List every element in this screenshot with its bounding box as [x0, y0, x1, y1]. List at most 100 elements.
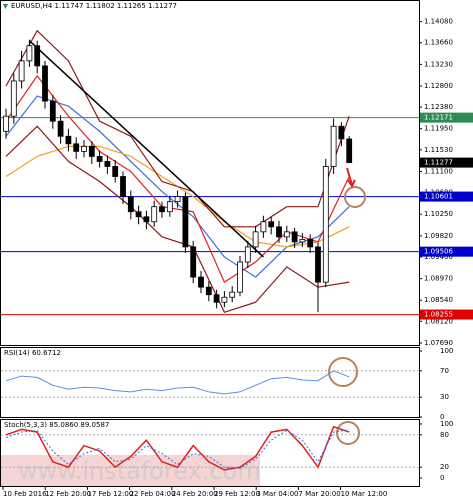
- candle-body: [73, 143, 80, 152]
- chart-title: EURUSD,H4 1.11747 1.11802 1.11265 1.1127…: [11, 2, 177, 10]
- candle-body: [182, 196, 189, 248]
- candle-body: [104, 161, 111, 167]
- stoch-line: [5, 429, 350, 469]
- main-frame: [0, 0, 420, 346]
- x-tick-label: 24 Feb 20:00: [172, 490, 218, 498]
- candle-body: [299, 238, 306, 243]
- y-tick-label: 1.11100: [424, 167, 453, 175]
- indicator-line: [5, 125, 350, 314]
- candle-body: [268, 221, 275, 228]
- y-tick-label: 0: [440, 413, 444, 421]
- rsi-title: RSI(14) 60.6712: [4, 349, 61, 357]
- y-tick-label: 1.09820: [424, 232, 453, 240]
- x-tick-label: 3 Mar 04:00: [256, 490, 298, 498]
- highlight-circle: [328, 357, 358, 387]
- candle-body: [276, 226, 282, 238]
- stoch-frame: [0, 419, 420, 487]
- y-tick-label: 100: [440, 420, 453, 428]
- stoch-title: Stoch(5,3,3) 85.0860 89.0587: [4, 421, 109, 429]
- stoch-line: [5, 425, 350, 471]
- candle-body: [205, 286, 212, 296]
- y-tick-label: 0: [440, 474, 444, 482]
- candle-body: [127, 196, 134, 213]
- y-tick-label: 70: [440, 367, 449, 375]
- y-tick-label: 1.11950: [424, 125, 453, 133]
- candle-body: [338, 125, 345, 140]
- y-tick-label: 1.07690: [424, 339, 453, 347]
- x-tick-label: 22 Feb 04:00: [130, 490, 176, 498]
- y-tick-label: 1.08540: [424, 296, 453, 304]
- x-tick-label: 29 Feb 12:00: [214, 490, 260, 498]
- candle-body: [34, 45, 41, 67]
- y-tick-label: 1.10250: [424, 210, 453, 218]
- candle-body: [18, 60, 25, 82]
- candle-body: [260, 221, 267, 233]
- candle-body: [120, 176, 126, 198]
- y-tick-label: 1.08120: [424, 317, 453, 325]
- candle-body: [166, 201, 173, 213]
- price-label: 1.11277: [424, 159, 453, 167]
- candle-body: [112, 166, 119, 177]
- candle-body: [143, 216, 150, 223]
- candle-body: [307, 238, 314, 248]
- level-label: 1.09506: [424, 248, 453, 256]
- candle-body: [96, 156, 103, 162]
- level-label-box: [420, 309, 473, 320]
- price-label-box: [420, 157, 473, 168]
- candle-body: [322, 166, 329, 283]
- candle-body: [10, 80, 17, 117]
- y-tick-label: 1.08970: [424, 275, 453, 283]
- level-label-box: [420, 246, 473, 257]
- rsi-line: [5, 370, 350, 395]
- candle-body: [315, 246, 321, 283]
- candle-body: [229, 291, 236, 298]
- candle-body: [330, 125, 337, 167]
- arrow: [346, 167, 356, 188]
- x-tick-label: 10 Mar 12:00: [341, 490, 388, 498]
- y-tick-label: 30: [440, 393, 449, 401]
- candle-body: [237, 261, 243, 293]
- candle-body: [252, 231, 259, 248]
- candle-body: [42, 65, 48, 102]
- indicator-line: [5, 29, 350, 228]
- x-tick-label: 10 Feb 2016: [3, 490, 47, 498]
- candle-body: [3, 115, 9, 132]
- candle-body: [174, 196, 181, 203]
- y-tick-label: 1.12380: [424, 103, 453, 111]
- y-tick-label: 80: [440, 431, 449, 439]
- y-tick-label: 1.14080: [424, 18, 453, 26]
- candle-body: [213, 294, 220, 303]
- y-tick-label: 1.09400: [424, 253, 453, 261]
- candle-body: [65, 135, 72, 145]
- x-tick-label: 12 Feb 20:00: [45, 490, 91, 498]
- level-label: 1.12171: [424, 114, 453, 122]
- candle-body: [190, 246, 197, 278]
- candle-body: [26, 45, 33, 62]
- y-tick-label: 1.13230: [424, 60, 453, 68]
- candle-body: [283, 231, 290, 238]
- symbol-icon: [3, 4, 8, 9]
- main-panel: [1, 29, 419, 316]
- y-tick-label: 1.12800: [424, 82, 453, 90]
- candle-body: [57, 120, 64, 137]
- watermark: www.instaforex.com: [18, 457, 261, 485]
- x-tick-label: 17 Feb 12:00: [87, 490, 133, 498]
- candle-body: [244, 246, 251, 263]
- watermark-band: [0, 455, 260, 487]
- y-tick-label: 1.11530: [424, 146, 453, 154]
- level-label-box: [420, 191, 473, 202]
- candle-body: [151, 206, 158, 223]
- y-tick-label: 20: [440, 463, 449, 471]
- level-label: 1.08255: [424, 311, 453, 319]
- x-tick-label: 7 Mar 20:00: [298, 490, 340, 498]
- y-tick-label: 1.13660: [424, 39, 453, 47]
- highlight-circle: [336, 421, 360, 445]
- candle-body: [198, 276, 204, 288]
- candle-body: [291, 231, 298, 243]
- candle-body: [88, 145, 95, 157]
- level-label: 1.10601: [424, 193, 453, 201]
- candle-body: [159, 206, 165, 213]
- y-tick-label: 100: [440, 347, 453, 355]
